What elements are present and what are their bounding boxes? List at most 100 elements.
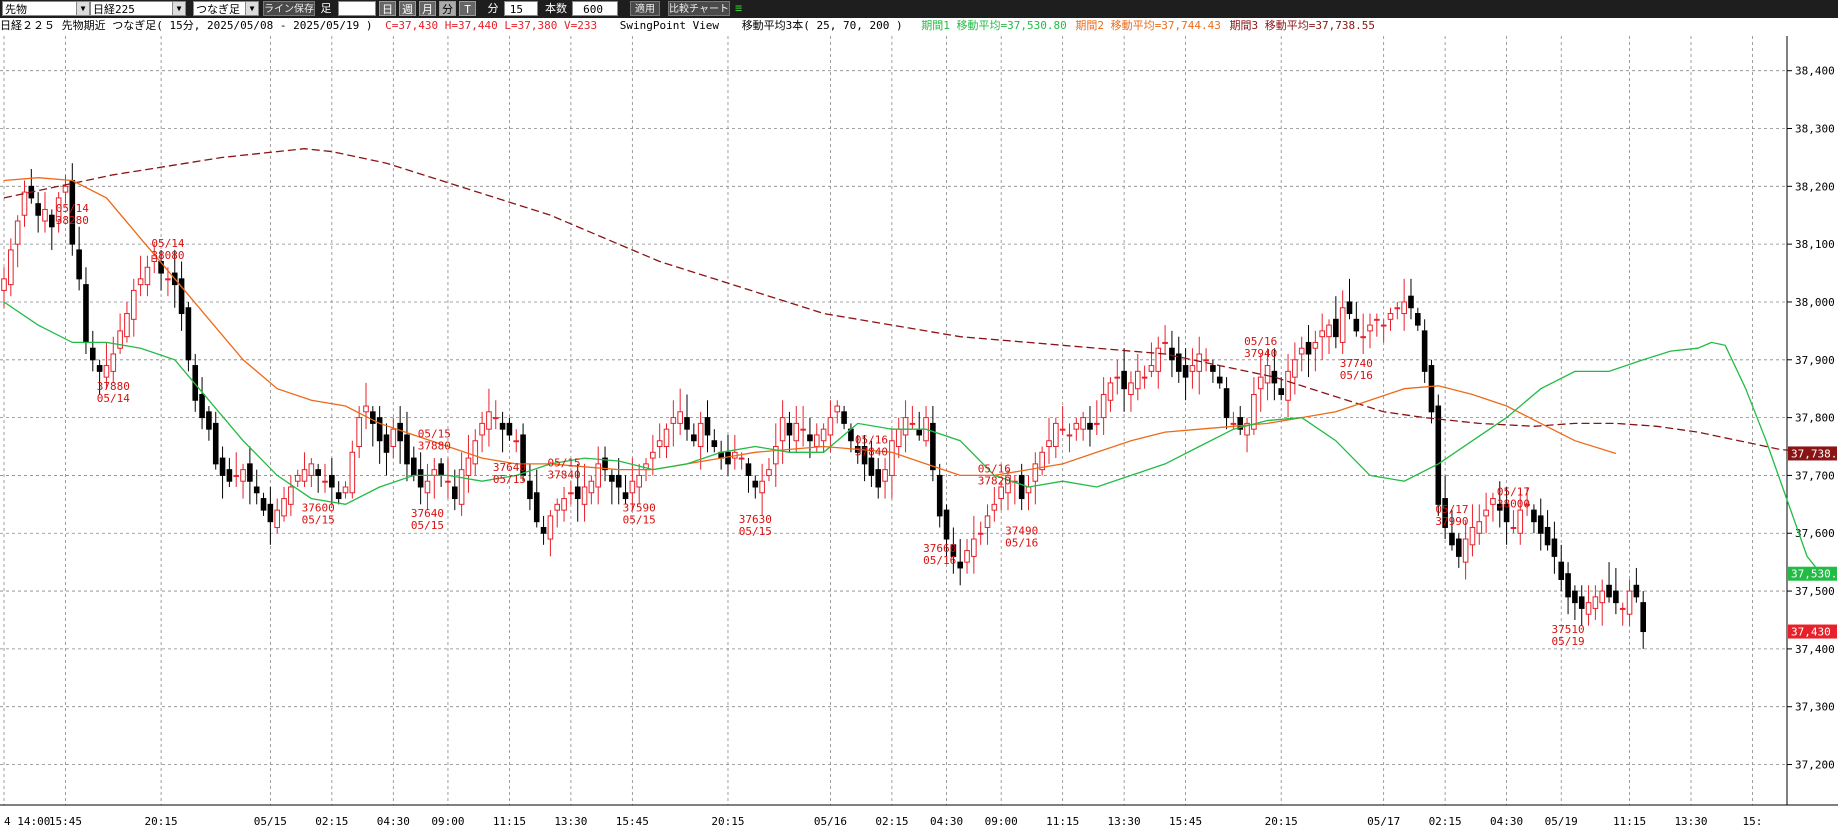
candle-body (1633, 584, 1640, 598)
minute-button[interactable]: 分 (439, 1, 456, 16)
plot-area (0, 36, 1787, 805)
swing-value: 37840 (547, 469, 580, 482)
candle-body (1053, 422, 1059, 448)
candle-body (1059, 428, 1066, 431)
candle-body (1565, 573, 1571, 598)
candle-body (1271, 370, 1278, 384)
bar-type-select[interactable]: つなぎ足 ▼ (193, 1, 259, 16)
candle-body (492, 417, 499, 420)
candle-body (1312, 341, 1319, 349)
candle-body (656, 440, 663, 448)
candle-body (1039, 451, 1045, 471)
candle-body (1005, 474, 1011, 494)
x-tick-label: 05/19 (1545, 815, 1578, 828)
candle-body (1189, 365, 1196, 372)
swing-value: 37940 (1244, 347, 1277, 360)
candle-body (1087, 422, 1093, 430)
x-tick-label: 11:15 (1613, 815, 1646, 828)
candle-body (192, 365, 199, 401)
candle-body (342, 486, 349, 494)
candle-body (1408, 295, 1414, 309)
chart-title: 日経２２５ 先物期近 つなぎ足( 15分, 2025/05/08 - 2025/… (0, 19, 373, 32)
candle-body (1251, 393, 1257, 430)
candle-body (991, 503, 998, 511)
y-tick-label: 37,600 (1795, 527, 1835, 540)
market-select[interactable]: 先物 ▼ (2, 1, 90, 16)
interval-input[interactable]: 15 (504, 1, 538, 16)
line-save-button[interactable]: ライン保存 (263, 1, 315, 16)
apply-button[interactable]: 適用 (630, 1, 660, 16)
candle-body (1066, 434, 1073, 437)
ma1-line (3, 301, 1822, 575)
swing-value: 38080 (151, 249, 184, 262)
candle-body (144, 266, 151, 286)
candle-body (581, 486, 588, 505)
swing-date: 05/15 (739, 525, 772, 538)
candle-body (875, 469, 882, 488)
day-button[interactable]: 日 (379, 1, 396, 16)
candle-body (438, 463, 444, 476)
candle-body (670, 417, 677, 424)
period-input[interactable] (338, 1, 376, 16)
candle-body (936, 474, 943, 517)
candle-body (370, 411, 376, 424)
candle-body (83, 284, 89, 343)
tick-button[interactable]: T (459, 1, 476, 16)
ma1-readout: 期間1 移動平均=37,530.80 (921, 19, 1067, 32)
count-input[interactable]: 600 (572, 1, 618, 16)
x-tick-label: 13:30 (554, 815, 587, 828)
ashi-label: 足 (320, 2, 332, 15)
ma3-readout: 期間3 移動平均=37,738.55 (1229, 19, 1375, 32)
candle-body (1353, 318, 1360, 332)
y-tick-label: 37,500 (1795, 585, 1835, 598)
symbol-select[interactable]: 日経225 ▼ (90, 1, 186, 16)
x-tick-label: 13:30 (1674, 815, 1707, 828)
x-tick-label: 05/15 (254, 815, 287, 828)
candle-body (274, 509, 280, 528)
y-tick-label: 38,300 (1795, 123, 1835, 136)
minute-label: 分 (487, 2, 499, 15)
candle-body (212, 422, 219, 465)
candle-body (1380, 324, 1387, 327)
candle-body (909, 422, 916, 425)
symbol-select-value: 日経225 (93, 3, 135, 16)
candle-body (308, 463, 315, 476)
candle-body (725, 451, 731, 465)
y-tick-label: 37,800 (1795, 412, 1835, 425)
compare-chart-button[interactable]: 比較チャート (668, 1, 730, 16)
candle-body (1387, 313, 1394, 320)
candle-body (411, 457, 417, 476)
candle-body (1237, 417, 1244, 430)
candle-body (738, 457, 745, 460)
candle-body (943, 509, 950, 540)
y-tick-label: 37,400 (1795, 643, 1835, 656)
candle-body (834, 405, 841, 413)
candle-body (622, 492, 629, 500)
candle-body (820, 428, 827, 442)
toolbar: 先物 ▼ 日経225 ▼ つなぎ足 ▼ ライン保存 足 日 週 月 分 T 分 … (0, 0, 1838, 18)
x-tick-label: 04:30 (1490, 815, 1523, 828)
candle-body (786, 422, 793, 436)
week-button[interactable]: 週 (399, 1, 416, 16)
menu-lines-icon[interactable]: ≡ (735, 1, 743, 15)
info-bar: 日経２２５ 先物期近 つなぎ足( 15分, 2025/05/08 - 2025/… (0, 19, 1375, 33)
candle-body (178, 278, 185, 315)
candle-body (998, 486, 1004, 500)
month-button[interactable]: 月 (419, 1, 436, 16)
y-tick-label: 37,300 (1795, 701, 1835, 714)
swing-date: 05/16 (1244, 335, 1277, 348)
candle-body (49, 214, 55, 228)
candle-body (889, 440, 895, 476)
candle-body (1483, 509, 1489, 517)
price-tag-bg (1788, 446, 1837, 461)
candle-body (520, 434, 526, 476)
swing-date: 05/14 (97, 392, 130, 405)
